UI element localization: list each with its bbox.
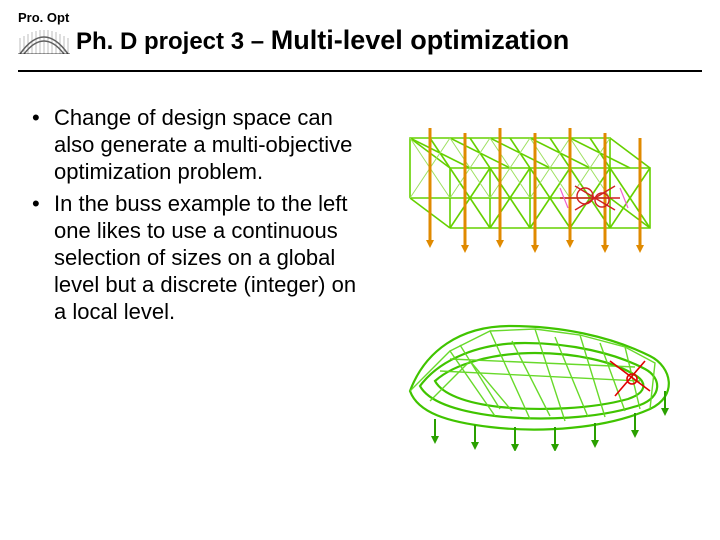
- slide-title: Ph. D project 3 – Multi-level optimizati…: [76, 26, 569, 54]
- bullet-item: Change of design space can also generate…: [54, 105, 370, 185]
- title-prefix: Ph. D project 3 –: [76, 28, 271, 55]
- deformed-mesh-figure: [390, 291, 690, 451]
- bullet-column: Change of design space can also generate…: [30, 105, 370, 520]
- slide-header: Pro. Opt: [18, 10, 702, 54]
- bullet-item: In the buss example to the left one like…: [54, 191, 370, 325]
- truss-bus-figure: [390, 113, 690, 273]
- logo-title-row: Ph. D project 3 – Multi-level optimizati…: [18, 26, 702, 54]
- arch-logo-icon: [18, 26, 70, 54]
- title-divider: [18, 70, 702, 72]
- content-area: Change of design space can also generate…: [30, 105, 700, 520]
- figure-column: [380, 105, 700, 520]
- brand-label: Pro. Opt: [18, 10, 702, 25]
- bullet-list: Change of design space can also generate…: [30, 105, 370, 326]
- title-main: Multi-level optimization: [271, 25, 570, 55]
